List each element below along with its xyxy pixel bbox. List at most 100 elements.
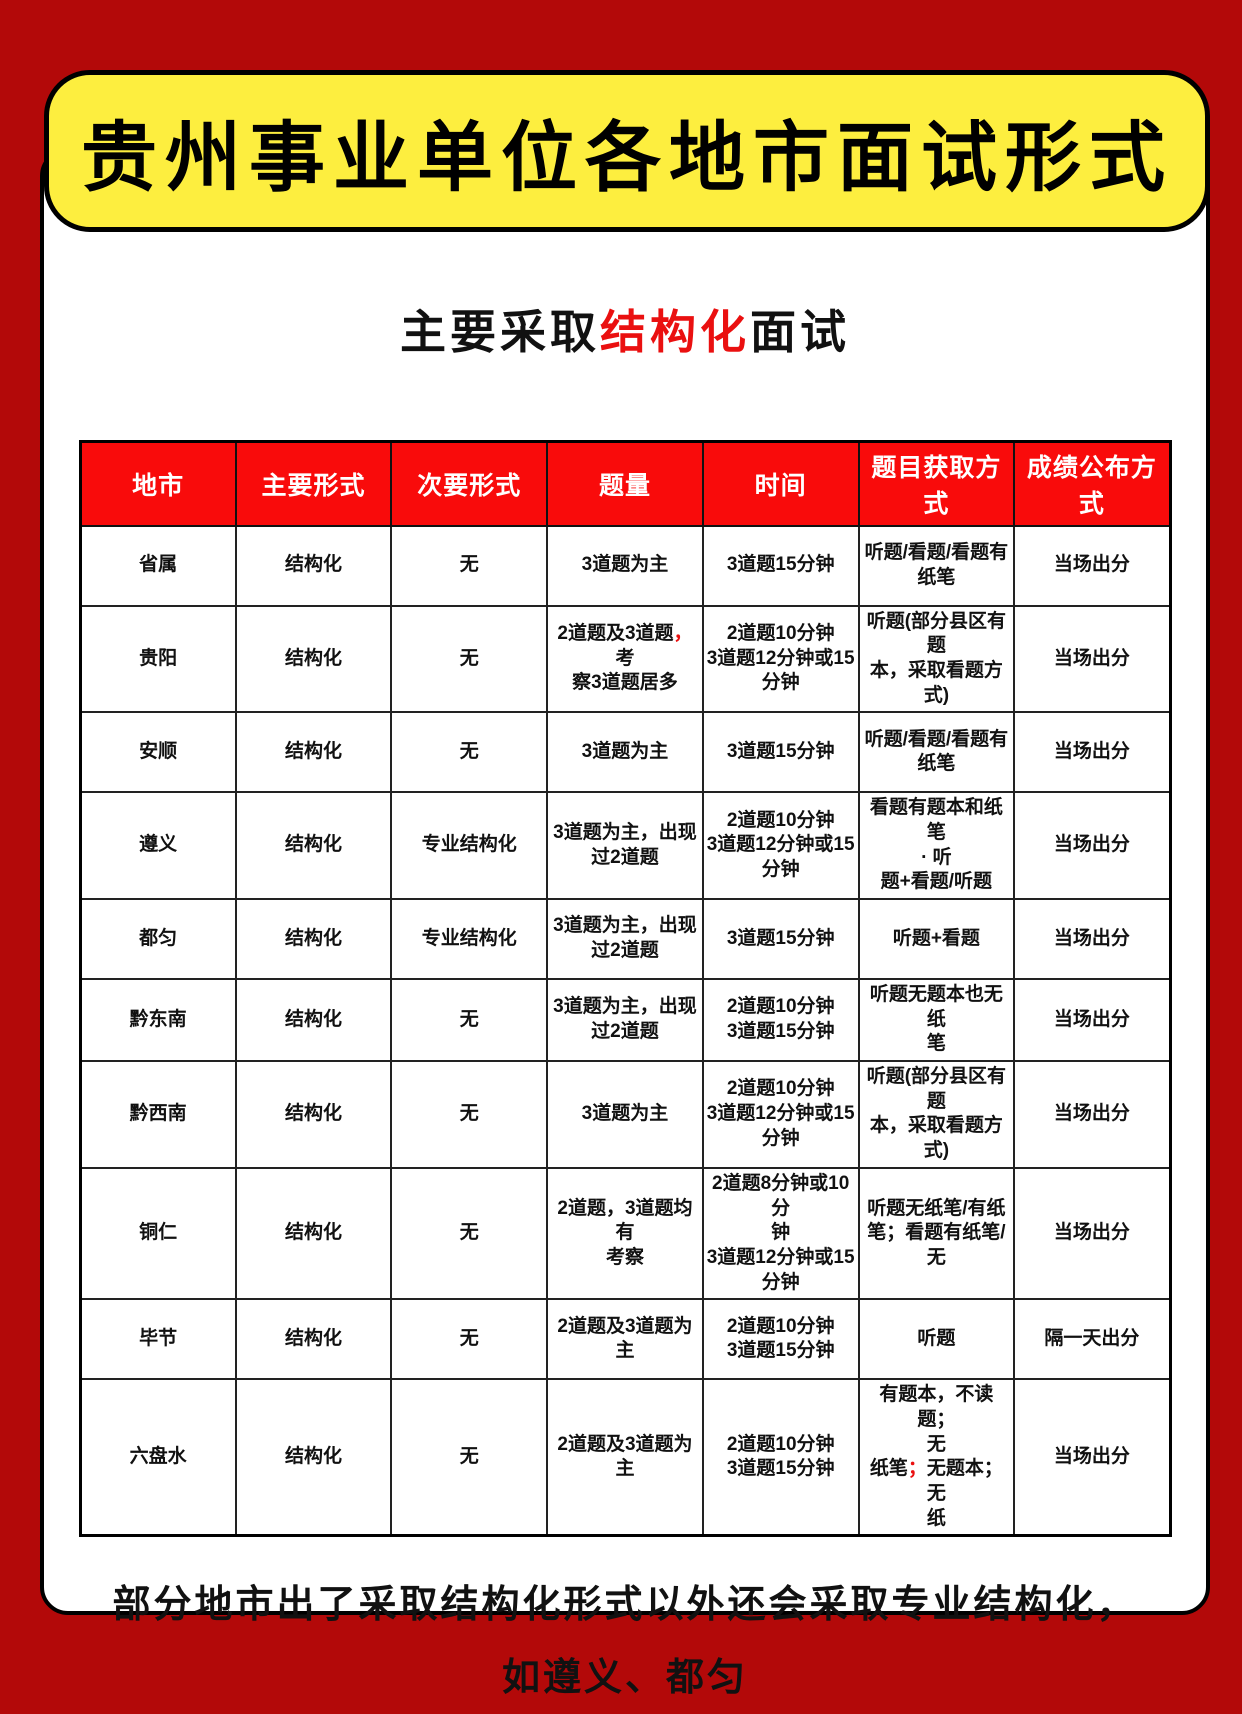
table-cell: 2道题8分钟或10分 钟 3道题12分钟或15 分钟 bbox=[701, 1166, 860, 1301]
title-banner: 贵州事业单位各地市面试形式 bbox=[44, 70, 1210, 232]
table-cell: 无 bbox=[390, 1378, 549, 1537]
table-cell: 结构化 bbox=[234, 1378, 393, 1537]
table-body: 省属 结构化无 3道题为主 3道题15分钟 听题/看题/看题有 纸笔 当场出分 贵阳 结构化无… bbox=[79, 524, 1171, 1537]
table-cell: 听题 bbox=[857, 1298, 1016, 1381]
table-cell: 结构化 bbox=[234, 604, 393, 714]
table-cell: 3道题为主 bbox=[546, 711, 704, 794]
table-cell: 当场出分 bbox=[1013, 711, 1171, 794]
table-cell: 结构化 bbox=[234, 1298, 393, 1381]
subtitle-suffix: 面试 bbox=[750, 306, 850, 358]
table-cell: 省属 bbox=[79, 524, 237, 607]
table-cell: 无 bbox=[390, 1166, 549, 1301]
column-header: 题量 bbox=[546, 440, 704, 527]
table-cell: 2道题及3道题为主 bbox=[546, 1298, 704, 1381]
table-cell: 结构化 bbox=[234, 898, 393, 980]
table-cell: 3道题为主，出现 过2道题 bbox=[546, 977, 704, 1063]
table-cell: 无 bbox=[390, 711, 549, 794]
subtitle-prefix: 主要采取 bbox=[400, 306, 600, 358]
table-cell: 安顺 bbox=[79, 711, 237, 794]
table-cell: 黔西南 bbox=[79, 1060, 237, 1169]
table-cell: 当场出分 bbox=[1013, 1060, 1171, 1169]
table-cell: 遵义 bbox=[79, 791, 237, 900]
table-header-row: 地市 主要形式 次要形式 题量 时间 题目获取方式 成绩公布方式 bbox=[79, 440, 1171, 527]
table-cell: 黔东南 bbox=[79, 977, 237, 1063]
page-title: 贵州事业单位各地市面试形式 bbox=[81, 116, 1173, 201]
table-cell: 3道题15分钟 bbox=[701, 524, 860, 607]
table-cell: 2道题10分钟 3道题12分钟或15 分钟 bbox=[701, 791, 860, 900]
table-cell: 隔一天出分 bbox=[1013, 1298, 1171, 1381]
table-cell: 当场出分 bbox=[1013, 898, 1171, 980]
table-cell: 听题+看题 bbox=[857, 898, 1016, 980]
table-row: 黔西南 结构化无 3道题为主 2道题10分钟 3道题12分钟或15 分钟 听题(部分县区… bbox=[79, 1060, 1171, 1169]
table-cell: 3道题为主 bbox=[546, 1060, 704, 1169]
table-cell: 无 bbox=[390, 524, 549, 607]
column-header: 主要形式 bbox=[234, 440, 393, 527]
table-cell: 听题无题本也无纸 笔 bbox=[857, 977, 1016, 1063]
table-cell: 都匀 bbox=[79, 898, 237, 980]
poster-background: { "page": { "title": "贵州事业单位各地市面试形式", "s… bbox=[40, 70, 1210, 1699]
table-cell: 3道题为主，出现 过2道题 bbox=[546, 898, 704, 980]
table-cell: 听题无纸笔/有纸 笔；看题有纸笔/ 无 bbox=[857, 1166, 1016, 1301]
table-cell: 3道题为主，出现 过2道题 bbox=[546, 791, 704, 900]
table-cell: 3道题为主 bbox=[546, 524, 704, 607]
table-cell: 结构化 bbox=[234, 524, 393, 607]
table-cell: 无 bbox=[390, 977, 549, 1063]
table-row: 毕节 结构化无 2道题及3道题为主 2道题10分钟 3道题15分钟 听题 隔一天出分 bbox=[79, 1298, 1171, 1381]
table-cell: 当场出分 bbox=[1013, 524, 1171, 607]
table-row: 省属 结构化无 3道题为主 3道题15分钟 听题/看题/看题有 纸笔 当场出分 bbox=[79, 524, 1171, 607]
table-cell: 毕节 bbox=[79, 1298, 237, 1381]
subtitle: 主要采取结构化面试 bbox=[44, 296, 1206, 362]
table-cell: 2道题10分钟 3道题15分钟 bbox=[701, 1378, 860, 1537]
table-cell: 无 bbox=[390, 1298, 549, 1381]
table-cell: 2道题及3道题，考 察3道题居多 bbox=[546, 604, 704, 714]
table-cell: 结构化 bbox=[234, 711, 393, 794]
table-cell: 3道题15分钟 bbox=[701, 711, 860, 794]
table-row: 六盘水 结构化无 2道题及3道题为主 2道题10分钟 3道题15分钟 有题本，不读题； … bbox=[79, 1378, 1171, 1537]
table-cell: 听题/看题/看题有 纸笔 bbox=[857, 711, 1016, 794]
column-header: 成绩公布方式 bbox=[1013, 440, 1171, 527]
column-header: 地市 bbox=[79, 440, 237, 527]
table-row: 安顺 结构化无 3道题为主 3道题15分钟 听题/看题/看题有 纸笔 当场出分 bbox=[79, 711, 1171, 794]
table-cell: 专业结构化 bbox=[390, 898, 549, 980]
interview-format-table: 地市 主要形式 次要形式 题量 时间 题目获取方式 成绩公布方式 省属 结构化无 3道题为主 3道… bbox=[78, 440, 1172, 1538]
table-cell: 专业结构化 bbox=[390, 791, 549, 900]
table-cell: 当场出分 bbox=[1013, 791, 1171, 900]
table-cell: 当场出分 bbox=[1013, 1166, 1171, 1301]
table-cell: 2道题10分钟 3道题12分钟或15 分钟 bbox=[701, 604, 860, 714]
table-cell: 听题(部分县区有 题 本，采取看题方 式) bbox=[857, 1060, 1016, 1169]
table-cell: 听题/看题/看题有 纸笔 bbox=[857, 524, 1016, 607]
column-header: 次要形式 bbox=[390, 440, 549, 527]
table-row: 铜仁 结构化无 2道题，3道题均有 考察 2道题8分钟或10分 钟 3道题12分钟或1… bbox=[79, 1166, 1171, 1301]
table-cell: 结构化 bbox=[234, 1060, 393, 1169]
table-cell: 贵阳 bbox=[79, 604, 237, 714]
table-cell: 当场出分 bbox=[1013, 604, 1171, 714]
column-header: 题目获取方式 bbox=[857, 440, 1016, 527]
table-row: 遵义 结构化 专业结构化 3道题为主，出现 过2道题 2道题10分钟 3道题12分钟或1… bbox=[79, 791, 1171, 900]
table-row: 贵阳 结构化无 2道题及3道题，考 察3道题居多 2道题10分钟 3道题12分钟或15… bbox=[79, 604, 1171, 714]
table-cell: 2道题10分钟 3道题15分钟 bbox=[701, 977, 860, 1063]
footer-note: 部分地市出了采取结构化形式以外还会采取专业结构化， 如遵义、都匀 bbox=[112, 1584, 1138, 1699]
table-header: 地市 主要形式 次要形式 题量 时间 题目获取方式 成绩公布方式 bbox=[79, 440, 1171, 527]
table-row: 都匀 结构化 专业结构化 3道题为主，出现 过2道题 3道题15分钟 听题+看题 当场出分 bbox=[79, 898, 1171, 980]
subtitle-highlight: 结构化 bbox=[600, 306, 750, 358]
table-cell: 2道题及3道题为主 bbox=[546, 1378, 704, 1537]
table-cell: 无 bbox=[390, 1060, 549, 1169]
table-cell: 有题本，不读题； 无 纸笔；无题本；无 纸 bbox=[857, 1378, 1016, 1537]
content-panel: 主要采取结构化面试 地市 主要形式 次要形式 题量 时间 题目获取方式 成绩公布方式 省属结… bbox=[40, 148, 1210, 1699]
column-header: 时间 bbox=[701, 440, 860, 527]
table-cell: 2道题10分钟 3道题15分钟 bbox=[701, 1298, 860, 1381]
table-cell: 无 bbox=[390, 604, 549, 714]
table-cell: 结构化 bbox=[234, 1166, 393, 1301]
table-cell: 看题有题本和纸笔 · 听 题+看题/听题 bbox=[857, 791, 1016, 900]
table-cell: 结构化 bbox=[234, 791, 393, 900]
table-cell: 六盘水 bbox=[79, 1378, 237, 1537]
table-cell: 2道题10分钟 3道题12分钟或15 分钟 bbox=[701, 1060, 860, 1169]
table-cell: 结构化 bbox=[234, 977, 393, 1063]
table-cell: 2道题，3道题均有 考察 bbox=[546, 1166, 704, 1301]
table-cell: 听题(部分县区有 题 本，采取看题方 式) bbox=[857, 604, 1016, 714]
table-row: 黔东南 结构化无 3道题为主，出现 过2道题 2道题10分钟 3道题15分钟 听题无题本… bbox=[79, 977, 1171, 1063]
table-cell: 当场出分 bbox=[1013, 977, 1171, 1063]
table-cell: 铜仁 bbox=[79, 1166, 237, 1301]
table-cell: 当场出分 bbox=[1013, 1378, 1171, 1537]
table-cell: 3道题15分钟 bbox=[701, 898, 860, 980]
